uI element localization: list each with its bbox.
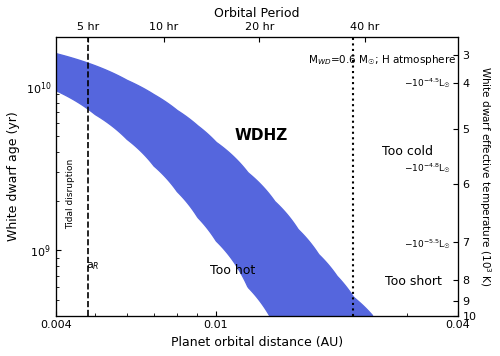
Text: WDHZ: WDHZ bbox=[235, 129, 288, 143]
X-axis label: Planet orbital distance (AU): Planet orbital distance (AU) bbox=[170, 336, 343, 349]
Text: Too hot: Too hot bbox=[210, 265, 255, 277]
Text: M$_{WD}$=0.6 M$_{☉}$; H atmosphere: M$_{WD}$=0.6 M$_{☉}$; H atmosphere bbox=[308, 53, 456, 67]
Text: $-10^{-5.5}$L$_{☉}$: $-10^{-5.5}$L$_{☉}$ bbox=[404, 237, 451, 251]
Text: Tidal disruption: Tidal disruption bbox=[66, 159, 75, 230]
X-axis label: Orbital Period: Orbital Period bbox=[214, 7, 300, 20]
Text: a$_R$: a$_R$ bbox=[86, 261, 100, 272]
Y-axis label: White dwarf effective temperature (10$^3$ K): White dwarf effective temperature (10$^3… bbox=[478, 66, 493, 287]
Y-axis label: White dwarf age (yr): White dwarf age (yr) bbox=[7, 112, 20, 241]
Text: Too short: Too short bbox=[384, 274, 442, 288]
Text: $-10^{-4.5}$L$_{☉}$: $-10^{-4.5}$L$_{☉}$ bbox=[404, 76, 451, 90]
Text: $-10^{-4.8}$L$_{☉}$: $-10^{-4.8}$L$_{☉}$ bbox=[404, 161, 451, 175]
Text: Too cold: Too cold bbox=[382, 145, 433, 158]
